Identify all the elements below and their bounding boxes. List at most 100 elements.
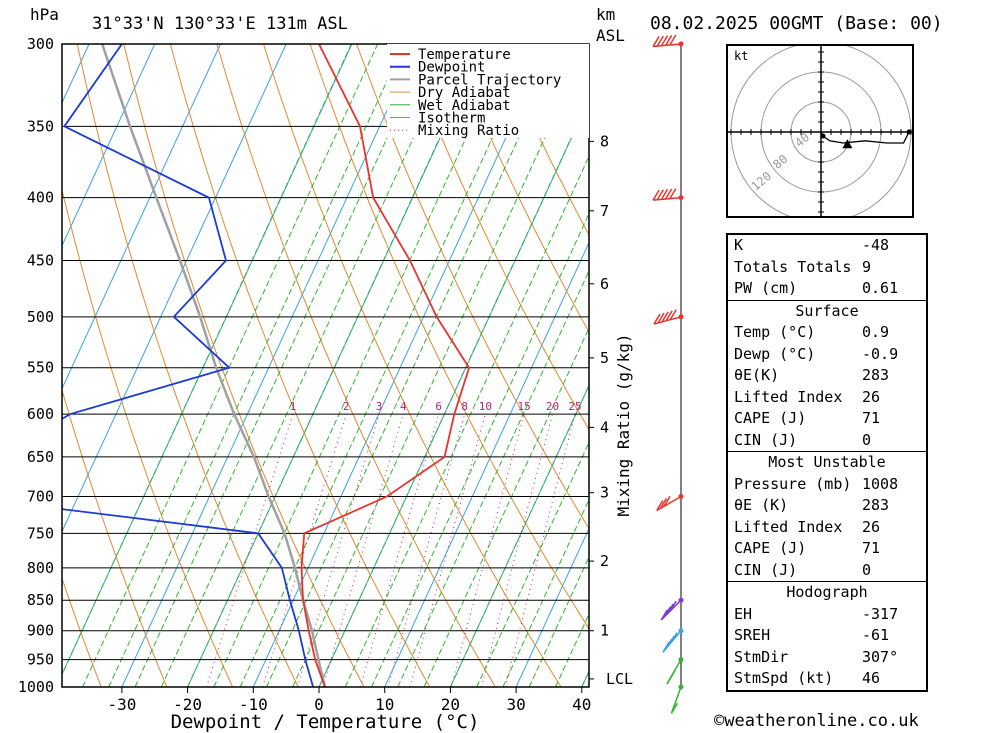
- pressure-tick-label: 500: [27, 308, 54, 326]
- height-tick-label: 3: [600, 484, 609, 502]
- mixing-ratio-line: [322, 414, 404, 687]
- pressure-tick-label: 700: [27, 488, 54, 506]
- index-value: 26: [862, 517, 881, 536]
- wind-barb-flag: [656, 189, 664, 201]
- temperature-line: [300, 44, 471, 687]
- wind-barb-flag: [657, 312, 665, 324]
- index-row: Lifted Index 26: [728, 387, 926, 409]
- dry-adiabat-line: [262, 44, 562, 687]
- wind-barb-flag: [659, 498, 668, 509]
- height-tick-label: 8: [600, 132, 609, 150]
- height-tick-label: 1: [600, 622, 609, 640]
- profiles: [62, 44, 471, 687]
- wet-adiabat-line: [213, 44, 510, 687]
- index-row: CIN (J) 0: [728, 430, 926, 452]
- wind-barb-flag: [652, 189, 660, 201]
- index-label: CAPE (J): [734, 409, 807, 427]
- section-title: Most Unstable: [768, 453, 886, 471]
- index-label: CIN (J): [734, 430, 798, 449]
- mixing-ratio-label: 10: [479, 400, 492, 413]
- height-tick-label: 7: [600, 202, 609, 220]
- index-value: 0.9: [862, 323, 890, 341]
- dry-adiabat-line: [495, 44, 589, 237]
- legend-label: Temperature: [418, 47, 511, 63]
- wind-barb-flag: [653, 313, 661, 325]
- wind-barb-flag: [665, 310, 673, 322]
- mixing-ratio-label: 2: [343, 400, 350, 413]
- isotherm-line: [121, 44, 419, 687]
- pressure-unit: hPa: [30, 5, 59, 24]
- x-tick-label: 40: [572, 695, 591, 714]
- section-title: Hodograph: [786, 583, 868, 601]
- height-tick-label: 6: [600, 275, 609, 293]
- mixing-ratio-line: [360, 414, 440, 687]
- dry-adiabat-line: [402, 44, 589, 431]
- index-row: StmDir 307°: [728, 647, 926, 669]
- wet-adiabat-line: [265, 44, 563, 687]
- height-tick-label: LCL: [606, 670, 633, 688]
- isotherm-line: [62, 44, 287, 533]
- wind-barb-point: [678, 41, 684, 47]
- legend-label: Mixing Ratio: [418, 123, 519, 139]
- dry-adiabat-line: [216, 44, 496, 687]
- wind-barb-flag: [656, 35, 664, 47]
- x-tick-label: 10: [375, 695, 394, 714]
- legend-label: Dewpoint: [418, 60, 485, 76]
- pressure-tick-label: 600: [27, 405, 54, 423]
- pressure-tick-label: 900: [27, 622, 54, 640]
- wind-barb-flag: [669, 34, 677, 46]
- pressure-tick-label: 550: [27, 359, 54, 377]
- index-label: K: [734, 236, 744, 254]
- dry-adiabat-line: [962, 44, 1000, 687]
- surface-section: Surface Temp (°C) 0.9 Dewp (°C) -0.9 θE(K) 283…: [728, 299, 926, 452]
- index-row: CAPE (J) 71: [728, 538, 926, 560]
- index-row: θE (K) 283: [728, 495, 926, 517]
- hodograph-end-point: [906, 129, 912, 135]
- wet-adiabat-line: [555, 612, 589, 687]
- height-tick-label: 2: [600, 552, 609, 570]
- wind-barb-point: [678, 494, 684, 500]
- dry-adiabat-line: [449, 44, 589, 333]
- isotherm-line: [515, 527, 589, 687]
- wind-barb-flag: [652, 36, 660, 47]
- mixing-ratio-axis-label: Mixing Ratio (g/kg): [614, 333, 633, 516]
- dry-adiabat-line: [62, 388, 168, 687]
- pressure-tick-label: 650: [27, 448, 54, 466]
- wind-barb-flag: [656, 500, 664, 511]
- hodograph-unit: kt: [734, 49, 748, 63]
- hodograph-panel: kt 40 80 120: [726, 41, 914, 223]
- index-value: 0.61: [862, 279, 899, 297]
- wind-barb-flag: [660, 35, 669, 47]
- index-row: Lifted Index 26: [728, 517, 926, 539]
- index-label: Dewp (°C): [734, 344, 816, 363]
- wind-barb-flag: [666, 603, 674, 615]
- wind-barb-flag: [663, 495, 671, 507]
- height-unit-asl: ASL: [596, 26, 625, 45]
- dry-adiabat-line: [123, 44, 365, 687]
- index-row: EH -317: [728, 604, 926, 626]
- index-label: CAPE (J): [734, 539, 807, 557]
- wind-barb-point: [678, 597, 684, 603]
- index-value: 46: [862, 669, 881, 687]
- wind-barb-flag: [669, 188, 677, 200]
- index-value: 283: [862, 496, 890, 514]
- mixing-ratio-label: 3: [376, 400, 383, 413]
- wind-barb-flag: [660, 188, 669, 200]
- wind-barb-flag: [665, 188, 673, 200]
- location-label: 31°33'N 130°33'E 131m ASL: [92, 14, 348, 34]
- wind-barb-point: [678, 314, 684, 320]
- index-label: EH: [734, 604, 753, 623]
- index-value: -317: [862, 604, 899, 623]
- wind-barb-column: [652, 34, 684, 714]
- index-label: θE(K): [734, 366, 780, 384]
- wet-adiabat-line: [82, 44, 379, 687]
- legend-label: Parcel Trajectory: [418, 72, 561, 88]
- wet-adiabat-line: [344, 155, 589, 687]
- index-value: 9: [862, 257, 872, 276]
- storm-motion-marker: [842, 139, 853, 149]
- legend-box: [387, 44, 589, 138]
- dewpoint-line: [62, 44, 314, 687]
- dry-adiabat-line: [915, 44, 1000, 687]
- wet-adiabat-line: [134, 44, 431, 687]
